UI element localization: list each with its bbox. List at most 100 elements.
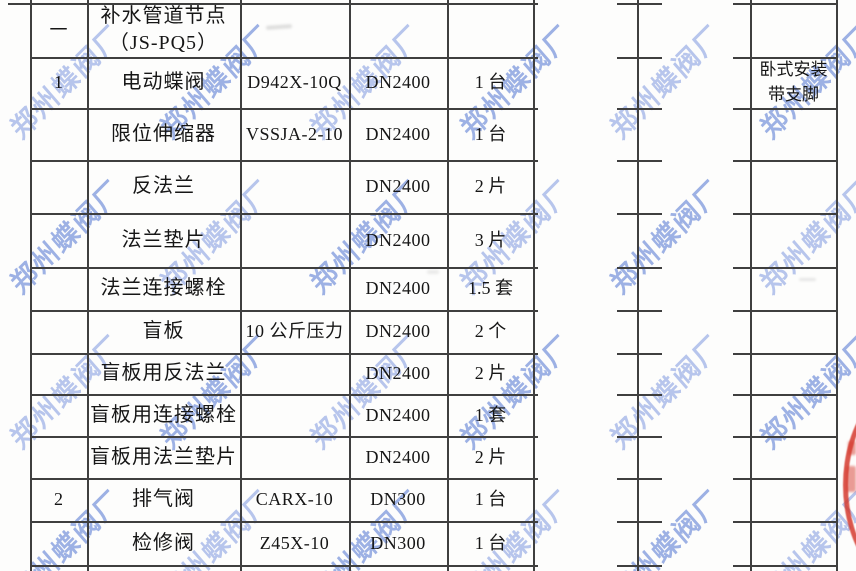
horizontal-rule bbox=[733, 310, 838, 312]
quantity-cell: 1.5 套 bbox=[468, 278, 513, 299]
watermark-text: 郑州蝶阀厂 bbox=[5, 484, 128, 571]
scan-smudge bbox=[799, 278, 816, 281]
vertical-rule bbox=[447, 0, 449, 571]
quantity-cell: 3 片 bbox=[474, 229, 507, 250]
horizontal-rule bbox=[30, 478, 538, 480]
item-name-cell: 盲板用反法兰 bbox=[100, 362, 227, 384]
item-name-cell: 法兰垫片 bbox=[121, 228, 206, 251]
horizontal-rule bbox=[733, 565, 838, 567]
watermark-text: 郑州蝶阀厂 bbox=[5, 19, 128, 145]
spec-cell: DN2400 bbox=[365, 229, 431, 250]
horizontal-rule bbox=[617, 521, 662, 523]
horizontal-rule bbox=[30, 436, 538, 438]
vertical-rule bbox=[240, 0, 242, 571]
watermark-text: 郑州蝶阀厂 bbox=[455, 174, 578, 300]
item-name-cell: 检修阀 bbox=[132, 531, 195, 554]
item-name-cell: 盲板用连接螺栓 bbox=[90, 403, 237, 426]
scan-smudge bbox=[427, 270, 439, 274]
model-cell: D942X-10Q bbox=[247, 72, 342, 93]
vertical-rule bbox=[836, 0, 838, 571]
spec-cell: DN2400 bbox=[365, 446, 431, 467]
vertical-rule bbox=[349, 0, 351, 571]
quantity-cell: 1 台 bbox=[474, 72, 507, 93]
horizontal-rule bbox=[617, 394, 662, 396]
quantity-cell: 1 套 bbox=[474, 404, 507, 425]
horizontal-rule bbox=[30, 565, 538, 567]
watermark-text: 郑州蝶阀厂 bbox=[5, 174, 128, 300]
item-name-cell: 反法兰 bbox=[132, 175, 195, 197]
horizontal-rule bbox=[617, 565, 662, 567]
watermark-text: 郑州蝶阀厂 bbox=[605, 484, 728, 571]
horizontal-rule bbox=[30, 213, 538, 215]
item-name-cell: 法兰连接螺栓 bbox=[100, 277, 227, 299]
red-stamp-text-fragment bbox=[846, 466, 856, 492]
spec-cell: DN300 bbox=[370, 532, 426, 553]
watermark-text: 郑州蝶阀厂 bbox=[155, 174, 278, 300]
quantity-cell: 2 个 bbox=[474, 321, 507, 342]
horizontal-rule bbox=[30, 310, 538, 312]
quantity-cell: 2 片 bbox=[474, 446, 507, 467]
item-name-cell: 电动蝶阀 bbox=[121, 71, 206, 93]
spec-cell: DN2400 bbox=[365, 72, 431, 93]
horizontal-rule bbox=[617, 108, 662, 110]
quantity-cell: 2 片 bbox=[474, 363, 507, 384]
vertical-rule bbox=[637, 0, 639, 571]
model-cell: CARX-10 bbox=[255, 489, 334, 510]
horizontal-rule bbox=[30, 353, 538, 355]
watermark-text: 郑州蝶阀厂 bbox=[605, 19, 728, 145]
watermark-text: 郑州蝶阀厂 bbox=[455, 484, 578, 571]
spec-cell: DN2400 bbox=[365, 363, 431, 384]
vertical-rule bbox=[30, 0, 32, 571]
horizontal-rule bbox=[30, 160, 538, 162]
quantity-cell: 1 台 bbox=[474, 489, 507, 510]
horizontal-rule bbox=[733, 267, 838, 269]
spec-cell: DN2400 bbox=[365, 176, 431, 197]
horizontal-rule bbox=[733, 521, 838, 523]
row-number-cell: 1 bbox=[54, 72, 63, 93]
horizontal-rule bbox=[617, 353, 662, 355]
model-cell: 10 公斤压力 bbox=[245, 321, 344, 342]
spec-cell: DN2400 bbox=[365, 404, 431, 425]
quantity-cell: 1 台 bbox=[474, 123, 507, 144]
vertical-rule bbox=[87, 0, 89, 571]
remark-cell: 卧式安装 带支脚 bbox=[759, 59, 828, 104]
horizontal-rule bbox=[30, 108, 538, 110]
watermark-text: 郑州蝶阀厂 bbox=[755, 174, 856, 300]
horizontal-rule bbox=[733, 213, 838, 215]
horizontal-rule bbox=[30, 521, 538, 523]
watermark-text: 郑州蝶阀厂 bbox=[755, 19, 856, 145]
horizontal-rule bbox=[30, 57, 538, 59]
row-number-cell: 2 bbox=[54, 489, 63, 510]
horizontal-rule bbox=[617, 3, 662, 5]
horizontal-rule bbox=[733, 353, 838, 355]
horizontal-rule bbox=[733, 478, 838, 480]
horizontal-rule bbox=[733, 160, 838, 162]
horizontal-rule bbox=[733, 394, 838, 396]
horizontal-rule bbox=[617, 478, 662, 480]
watermark-text: 郑州蝶阀厂 bbox=[305, 19, 428, 145]
row-number-cell: 一 bbox=[49, 19, 68, 40]
item-name-cell: 排气阀 bbox=[132, 488, 195, 510]
horizontal-rule bbox=[30, 267, 538, 269]
horizontal-rule bbox=[617, 160, 662, 162]
watermark-text: 郑州蝶阀厂 bbox=[755, 484, 856, 571]
quantity-cell: 1 台 bbox=[474, 532, 507, 553]
horizontal-rule bbox=[733, 3, 838, 5]
item-name-cell: 限位伸缩器 bbox=[111, 122, 216, 145]
horizontal-rule bbox=[617, 436, 662, 438]
model-cell: VSSJA-2-10 bbox=[245, 123, 343, 144]
watermark-text: 郑州蝶阀厂 bbox=[155, 19, 278, 145]
horizontal-rule bbox=[733, 57, 838, 59]
horizontal-rule bbox=[733, 108, 838, 110]
vertical-rule bbox=[533, 0, 535, 571]
spec-cell: DN2400 bbox=[365, 321, 431, 342]
item-name-cell: 盲板 bbox=[142, 320, 185, 342]
horizontal-rule bbox=[617, 213, 662, 215]
horizontal-rule bbox=[617, 310, 662, 312]
quantity-cell: 2 片 bbox=[474, 176, 507, 197]
horizontal-rule bbox=[30, 394, 538, 396]
watermark-text: 郑州蝶阀厂 bbox=[155, 484, 278, 571]
model-cell: Z45X-10 bbox=[259, 532, 330, 553]
horizontal-rule bbox=[733, 436, 838, 438]
spec-cell: DN2400 bbox=[365, 123, 431, 144]
